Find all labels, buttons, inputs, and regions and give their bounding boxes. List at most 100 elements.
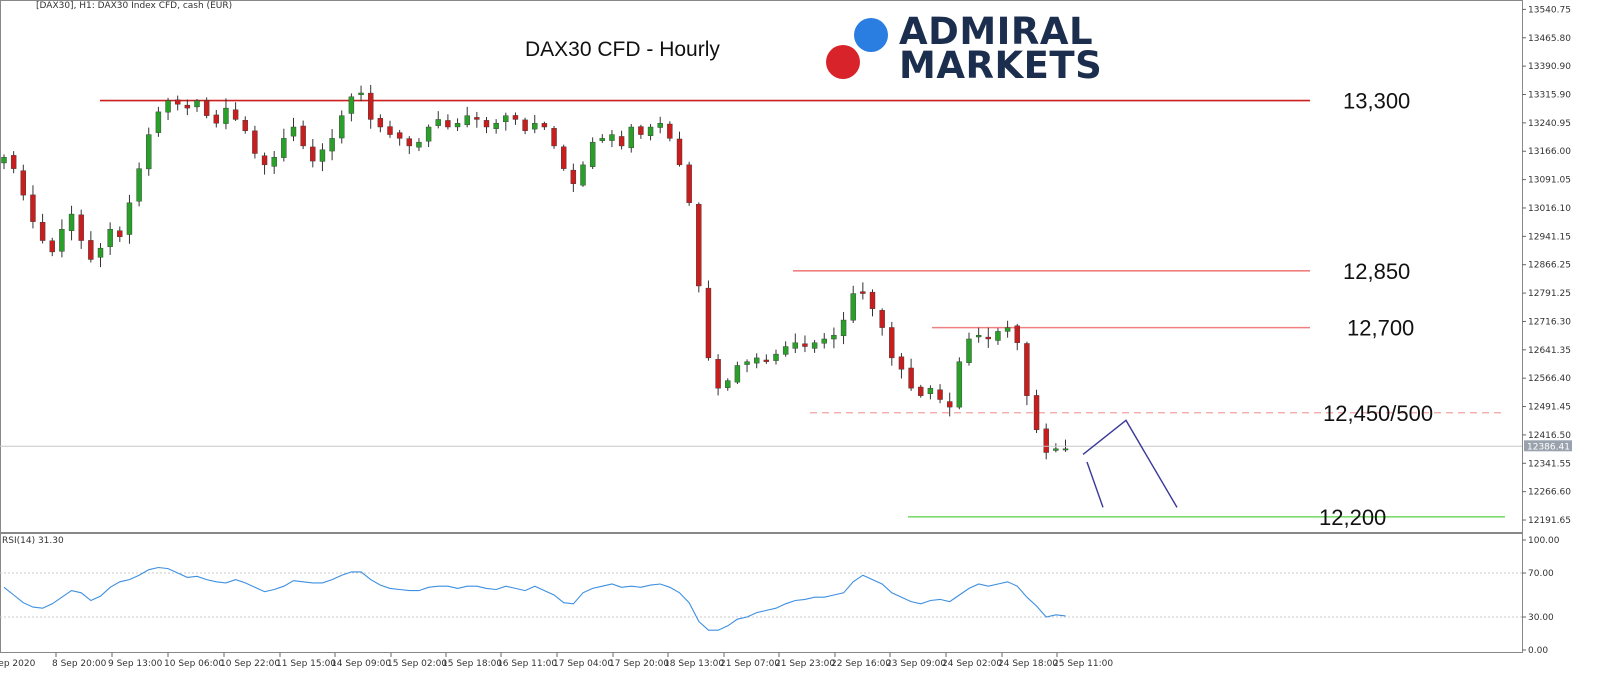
candle-body	[184, 104, 191, 109]
candle	[580, 161, 586, 187]
candle	[174, 95, 181, 111]
candle-body	[889, 327, 895, 359]
candle	[155, 106, 162, 137]
candle	[773, 349, 779, 365]
candle-body	[20, 170, 26, 196]
candle	[840, 312, 847, 345]
price-tick-label: 13465.80	[1528, 34, 1571, 44]
candle-body	[512, 115, 519, 120]
candle-body	[146, 134, 152, 170]
candle-body	[30, 194, 36, 222]
candle-body	[937, 389, 943, 400]
candle	[78, 209, 84, 249]
candle-body	[483, 120, 490, 128]
candle-body	[78, 214, 84, 241]
time-tick-label: 22 Sep 16:00	[831, 659, 891, 669]
candle	[1053, 443, 1059, 453]
price-tick-label: 13240.95	[1528, 119, 1571, 129]
candle	[975, 327, 982, 343]
candle-body	[174, 99, 181, 105]
candle-body	[1062, 448, 1069, 451]
candle-body	[927, 387, 934, 394]
candle	[377, 114, 384, 133]
candle	[20, 164, 26, 201]
price-axis: 13540.75 13465.80 13390.90 13315.90 13240.95…	[1522, 5, 1571, 526]
time-tick-label: 14 Sep 09:00	[331, 659, 391, 669]
candle	[725, 378, 731, 391]
candle-body	[425, 126, 432, 142]
candle-body	[589, 141, 596, 167]
candle-body	[705, 287, 712, 359]
candle	[860, 282, 866, 300]
candle-body	[290, 126, 297, 137]
candle-body	[396, 132, 403, 139]
chart-title: DAX30 CFD - Hourly	[525, 38, 720, 61]
candle	[879, 308, 885, 336]
candle-body	[464, 115, 470, 126]
candle	[310, 138, 316, 168]
candle	[88, 231, 94, 263]
candle	[290, 117, 297, 142]
candle-body	[821, 338, 827, 344]
candle	[561, 144, 567, 171]
level-labels: 13,300 12,850 12,700 12,450/500 12,200	[1319, 89, 1433, 530]
candle	[763, 354, 770, 364]
candle-body	[985, 336, 991, 340]
price-tick-label: 12716.30	[1528, 317, 1571, 327]
candle	[541, 121, 548, 130]
candle	[146, 127, 152, 176]
candle-body	[203, 100, 210, 116]
candle-body	[725, 380, 731, 388]
candle-body	[107, 229, 113, 247]
candle-body	[68, 213, 75, 231]
rsi-label: RSI(14) 31.30	[2, 536, 64, 546]
candle	[686, 161, 692, 206]
candle-body	[956, 361, 963, 408]
candle	[782, 341, 789, 357]
candle-body	[493, 123, 499, 129]
price-tick-label: 12866.25	[1528, 261, 1571, 271]
price-tick-label: 13390.90	[1528, 62, 1571, 72]
candle	[59, 219, 65, 258]
candle-body	[503, 115, 509, 123]
time-tick-label: 23 Sep 09:00	[886, 659, 946, 669]
current-price-box	[1524, 440, 1572, 452]
candle	[995, 328, 1001, 345]
candle-body	[232, 109, 239, 120]
time-tick-label: 24 Sep 18:00	[998, 659, 1058, 669]
candle	[194, 98, 200, 112]
candle	[1043, 423, 1049, 460]
candle-body	[223, 107, 229, 124]
candle	[589, 137, 596, 170]
candle-body	[609, 134, 615, 141]
candle-body	[310, 146, 316, 162]
candle	[956, 357, 963, 410]
candle-body	[696, 203, 702, 287]
candle-body	[474, 117, 480, 120]
candle	[985, 327, 991, 348]
level-label: 12,200	[1319, 505, 1386, 530]
candle	[966, 332, 972, 366]
candle	[252, 125, 258, 159]
price-tick-label: 12416.50	[1528, 431, 1571, 441]
level-label: 13,300	[1343, 89, 1410, 114]
candle-body	[792, 342, 798, 349]
candle	[676, 131, 683, 167]
time-tick-label: 11 Sep 15:00	[276, 659, 336, 669]
candle	[628, 124, 634, 153]
candle	[1062, 439, 1069, 452]
candle	[261, 152, 268, 175]
candle	[97, 242, 104, 268]
candle	[821, 333, 827, 349]
candle	[850, 285, 856, 323]
time-tick-label: 9 Sep 13:00	[108, 659, 163, 669]
candle	[927, 385, 934, 400]
candle-body	[1024, 343, 1030, 396]
candle-body	[754, 357, 760, 364]
candle-body	[348, 96, 355, 114]
candle	[532, 114, 538, 134]
time-tick-label: 8 Sep 20:00	[52, 659, 107, 669]
time-tick-label: 24 Sep 02:00	[942, 659, 1002, 669]
candle-body	[39, 222, 46, 241]
